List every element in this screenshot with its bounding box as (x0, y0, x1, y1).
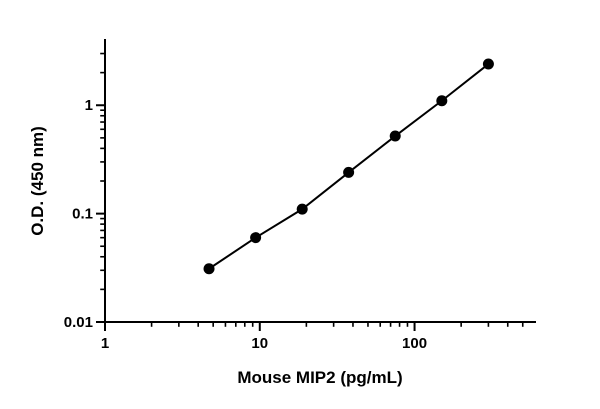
x-tick-label: 10 (251, 335, 268, 352)
data-point-marker (343, 166, 355, 178)
x-tick-label: 100 (402, 335, 427, 352)
data-point-marker (203, 263, 215, 275)
data-point-marker (436, 95, 448, 107)
y-tick-label: 0.01 (64, 314, 93, 331)
data-point-marker (482, 58, 494, 70)
x-tick-label: 1 (101, 335, 109, 352)
y-tick-label: 0.1 (72, 206, 93, 223)
x-axis-title: Mouse MIP2 (pg/mL) (237, 368, 403, 387)
data-point-marker (389, 130, 401, 142)
y-axis-title: O.D. (450 nm) (28, 126, 47, 236)
data-point-marker (250, 232, 262, 244)
data-point-marker (296, 203, 308, 215)
y-tick-label: 1 (85, 97, 93, 114)
